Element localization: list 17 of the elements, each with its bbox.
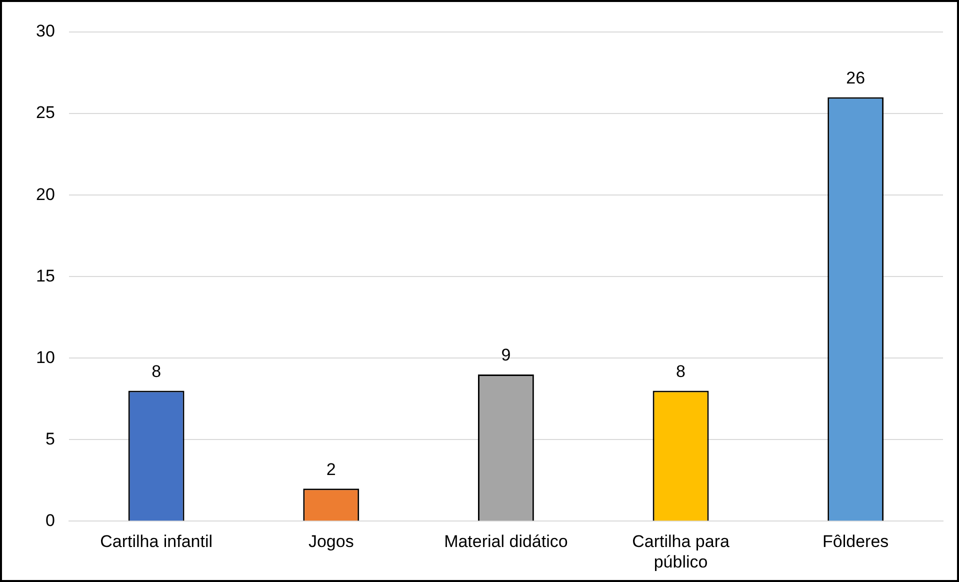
data-label: 26 bbox=[846, 68, 866, 88]
x-tick-label: Cartilha infantil bbox=[100, 532, 213, 552]
data-label: 2 bbox=[326, 460, 336, 479]
x-tick-label: Jogos bbox=[308, 532, 354, 552]
y-tick-label: 15 bbox=[36, 266, 55, 286]
x-tick-label: Material didático bbox=[444, 532, 568, 552]
data-label: 8 bbox=[676, 362, 686, 381]
x-tick-label: Cartilha para público bbox=[632, 532, 730, 572]
y-tick-label: 25 bbox=[36, 103, 55, 122]
x-tick-label: Fôlderes bbox=[822, 532, 889, 552]
data-label: 8 bbox=[152, 362, 162, 381]
data-label: 9 bbox=[501, 346, 511, 365]
y-tick-label: 30 bbox=[36, 22, 55, 41]
y-tick-label: 0 bbox=[45, 510, 55, 530]
y-tick-label: 10 bbox=[36, 348, 55, 367]
y-tick-label: 5 bbox=[45, 429, 55, 448]
y-tick-label: 20 bbox=[36, 184, 55, 204]
